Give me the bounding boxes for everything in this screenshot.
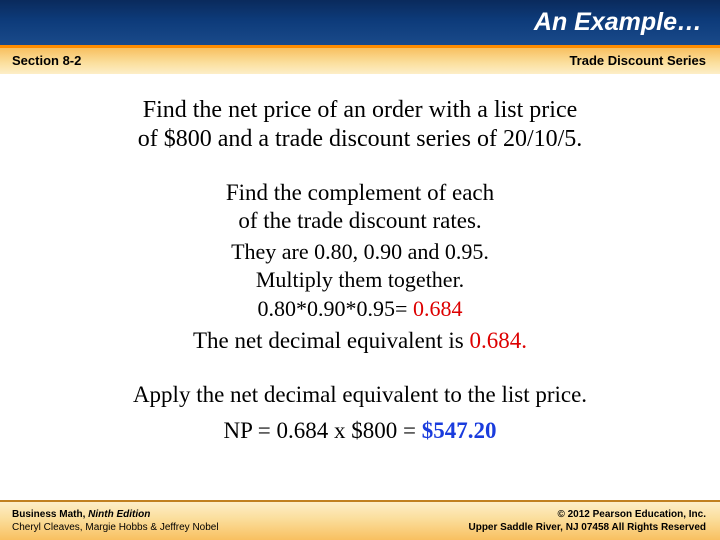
problem-line-1: Find the net price of an order with a li… bbox=[143, 97, 578, 123]
header-bar: An Example… bbox=[0, 0, 720, 48]
step1-line-1: Find the complement of each bbox=[226, 180, 494, 205]
calc-prefix: 0.80*0.90*0.95= bbox=[258, 296, 413, 321]
complements-text: They are 0.80, 0.90 and 0.95. bbox=[40, 239, 680, 266]
topic-label: Trade Discount Series bbox=[569, 53, 706, 68]
apply-instruction: Apply the net decimal equivalent to the … bbox=[40, 381, 680, 409]
slide-title: An Example… bbox=[534, 8, 702, 37]
authors: Cheryl Cleaves, Margie Hobbs & Jeffrey N… bbox=[12, 522, 219, 533]
final-result: NP = 0.684 x $800 = $547.20 bbox=[40, 417, 680, 445]
step1-line-2: of the trade discount rates. bbox=[238, 208, 481, 233]
multiply-text: Multiply them together. bbox=[40, 267, 680, 294]
step-complement: Find the complement of each of the trade… bbox=[40, 179, 680, 235]
address: Upper Saddle River, NJ 07458 All Rights … bbox=[468, 522, 706, 533]
net-decimal-equivalent: The net decimal equivalent is 0.684. bbox=[40, 327, 680, 355]
footer-left: Business Math, Ninth Edition Cheryl Clea… bbox=[12, 508, 219, 534]
footer-bar: Business Math, Ninth Edition Cheryl Clea… bbox=[0, 500, 720, 540]
calc-result: 0.684 bbox=[413, 296, 463, 321]
section-label: Section 8-2 bbox=[12, 53, 81, 68]
calculation: 0.80*0.90*0.95= 0.684 bbox=[40, 296, 680, 323]
copyright: © 2012 Pearson Education, Inc. bbox=[557, 509, 706, 520]
book-edition: Ninth Edition bbox=[88, 509, 150, 520]
slide-content: Find the net price of an order with a li… bbox=[0, 74, 720, 445]
problem-line-2: of $800 and a trade discount series of 2… bbox=[138, 126, 583, 152]
problem-statement: Find the net price of an order with a li… bbox=[40, 96, 680, 155]
sub-header-bar: Section 8-2 Trade Discount Series bbox=[0, 48, 720, 74]
result-value: $547.20 bbox=[422, 418, 497, 443]
footer-right: © 2012 Pearson Education, Inc. Upper Sad… bbox=[468, 508, 706, 534]
result-prefix: NP = 0.684 x $800 = bbox=[224, 418, 422, 443]
book-title-prefix: Business Math, bbox=[12, 509, 88, 520]
neteq-value: 0.684. bbox=[470, 328, 528, 353]
neteq-prefix: The net decimal equivalent is bbox=[193, 328, 470, 353]
